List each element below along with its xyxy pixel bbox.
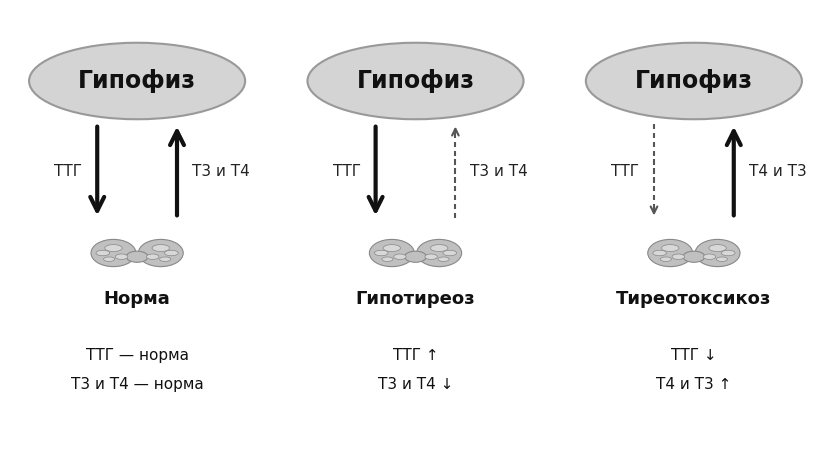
Ellipse shape xyxy=(96,250,110,256)
Ellipse shape xyxy=(405,251,426,262)
Ellipse shape xyxy=(307,43,524,119)
Ellipse shape xyxy=(105,245,122,252)
Ellipse shape xyxy=(29,43,245,119)
Text: Гипофиз: Гипофиз xyxy=(356,69,475,93)
Ellipse shape xyxy=(586,43,802,119)
Ellipse shape xyxy=(425,254,437,260)
Ellipse shape xyxy=(126,251,148,262)
Ellipse shape xyxy=(648,239,693,266)
Ellipse shape xyxy=(661,257,671,261)
Ellipse shape xyxy=(91,239,136,266)
Ellipse shape xyxy=(703,254,715,260)
Ellipse shape xyxy=(438,257,449,261)
Text: Т3 и Т4: Т3 и Т4 xyxy=(470,163,528,179)
Text: Гипотиреоз: Гипотиреоз xyxy=(356,290,475,308)
Ellipse shape xyxy=(683,251,705,262)
Ellipse shape xyxy=(116,254,128,260)
Ellipse shape xyxy=(382,257,393,261)
Ellipse shape xyxy=(165,250,179,256)
Text: Гипофиз: Гипофиз xyxy=(78,69,196,93)
Ellipse shape xyxy=(394,254,406,260)
Ellipse shape xyxy=(709,245,726,252)
Ellipse shape xyxy=(374,250,388,256)
Text: ТТГ ↑: ТТГ ↑ xyxy=(393,348,438,363)
Text: ТТГ: ТТГ xyxy=(332,163,361,179)
Ellipse shape xyxy=(152,245,170,252)
Ellipse shape xyxy=(672,254,685,260)
Text: ТТГ — норма: ТТГ — норма xyxy=(86,348,189,363)
Ellipse shape xyxy=(416,239,462,266)
Text: ТТГ: ТТГ xyxy=(611,163,639,179)
Text: Норма: Норма xyxy=(104,290,170,308)
Text: Т3 и Т4 ↓: Т3 и Т4 ↓ xyxy=(378,377,453,392)
Text: Т3 и Т4: Т3 и Т4 xyxy=(192,163,249,179)
Text: Тиреотоксикоз: Тиреотоксикоз xyxy=(617,290,771,308)
Ellipse shape xyxy=(652,250,666,256)
Ellipse shape xyxy=(430,245,448,252)
Ellipse shape xyxy=(104,257,115,261)
Ellipse shape xyxy=(443,250,457,256)
Ellipse shape xyxy=(661,245,679,252)
Ellipse shape xyxy=(160,257,171,261)
Ellipse shape xyxy=(369,239,415,266)
Ellipse shape xyxy=(716,257,728,261)
Ellipse shape xyxy=(146,254,159,260)
Ellipse shape xyxy=(695,239,740,266)
Text: Т4 и Т3 ↑: Т4 и Т3 ↑ xyxy=(656,377,731,392)
Text: Т4 и Т3: Т4 и Т3 xyxy=(749,163,806,179)
Ellipse shape xyxy=(138,239,184,266)
Text: ТТГ ↓: ТТГ ↓ xyxy=(671,348,716,363)
Text: ТТГ: ТТГ xyxy=(54,163,82,179)
Ellipse shape xyxy=(383,245,401,252)
Text: Т3 и Т4 — норма: Т3 и Т4 — норма xyxy=(71,377,204,392)
Ellipse shape xyxy=(721,250,735,256)
Text: Гипофиз: Гипофиз xyxy=(635,69,753,93)
